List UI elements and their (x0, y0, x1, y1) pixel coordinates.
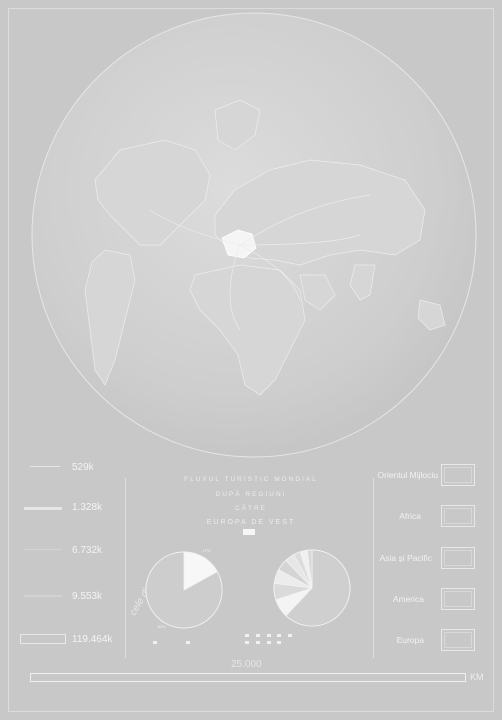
pie-slice-0 (285, 549, 351, 627)
pie-charts: 17% 83% (145, 548, 351, 629)
region-box-orientul-mijlociu (441, 464, 475, 486)
flow-line-4 (24, 595, 62, 597)
title-line-2: DUPĂ REGIUNI (215, 491, 287, 498)
flow-line-1 (30, 466, 60, 467)
pie1-legend: ​ (153, 640, 191, 644)
world-globe (31, 12, 477, 458)
title-line-1: FLUXUL TURISTIC MONDIAL (184, 476, 318, 483)
scale-value: 25.000 (231, 659, 262, 670)
divider-right (373, 478, 374, 658)
region-label-america: America (392, 594, 424, 604)
scale-unit: KM (470, 672, 484, 682)
value-asia-pacific: 6.732k (72, 545, 103, 556)
region-label-asia-pacific: Asia și Pacific (379, 553, 432, 563)
region-label-africa: Africa (399, 511, 421, 521)
flow-line-3 (24, 549, 62, 550)
value-america: 9.553k (72, 591, 103, 602)
flow-line-2 (24, 507, 62, 510)
pie1-slice-0 (145, 551, 223, 629)
title-line-3: CĂTRE (234, 505, 268, 512)
pie1-label-1: 17% (202, 548, 210, 553)
pie-chart-1: 17% 83% (145, 548, 223, 629)
region-label-europa: Europa (396, 635, 424, 645)
landmasses (84, 99, 446, 396)
region-box-asia-pacific (441, 547, 475, 569)
europe-marker (243, 529, 255, 535)
value-europa: 119.464k (72, 634, 113, 645)
pie1-label-0: 83% (158, 624, 166, 629)
region-box-america (441, 588, 475, 610)
title-line-4: EUROPA DE VEST (206, 519, 296, 526)
poster-frame (8, 8, 494, 712)
pie-slice-8 (306, 549, 313, 589)
value-orientul-mijlociu: 529k (72, 462, 94, 473)
region-box-europa (441, 629, 475, 651)
western-europe-highlight (221, 229, 257, 259)
flow-line-5 (20, 634, 66, 644)
region-label-orientul-mijlociu: Orientul Mijlociu (377, 470, 438, 480)
pie-chart-2 (273, 549, 351, 627)
value-africa: 1.328k (72, 502, 103, 513)
pie2-legend (245, 632, 375, 646)
flow-lines (149, 194, 371, 331)
divider-left (125, 478, 126, 658)
scale-bar (30, 673, 466, 682)
region-box-africa (441, 505, 475, 527)
